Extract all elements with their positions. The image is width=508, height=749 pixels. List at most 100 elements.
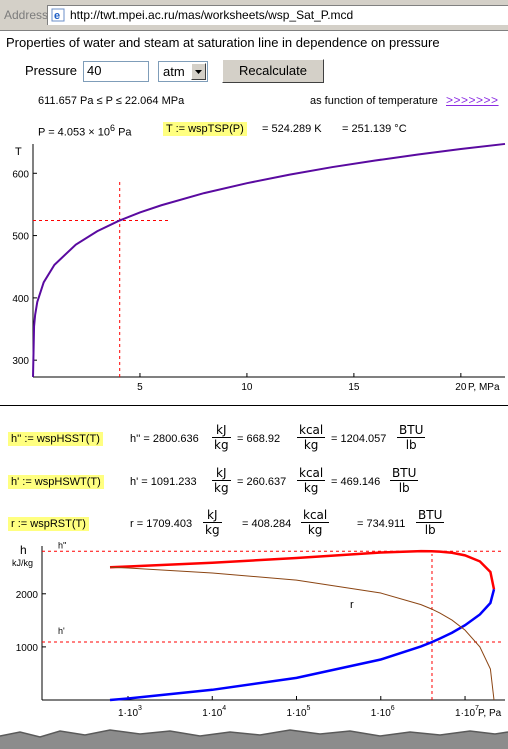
ts-chart: 300 400 500 600 5 10 15 20 T P, MPa (12, 142, 506, 393)
hss-row: h'' := wspHSST(T) h'' = 2800.636 kJ kg = … (0, 421, 508, 457)
y-axis-label: h (20, 543, 27, 557)
rst-btu: = 734.911 (357, 518, 406, 530)
unit-numerator: kcal (301, 508, 330, 523)
hss-btu: = 1204.057 (331, 433, 387, 445)
hsw-series-line (109, 589, 496, 702)
hss-series-line (109, 549, 496, 590)
unit-denominator: kg (303, 438, 319, 452)
unit-select-value: atm (163, 64, 185, 79)
x-tick-label: 15 (348, 382, 360, 393)
pressure-unit: Pa (118, 126, 132, 139)
y-tick-label: 500 (12, 232, 29, 243)
hsw-kcal: = 260.637 (237, 476, 287, 488)
tsp-result-k: = 524.289 K (262, 123, 322, 135)
unit-denominator: kg (205, 523, 220, 537)
x-tick-exponent: 6 (391, 705, 395, 712)
y-tick-label: 400 (12, 294, 29, 305)
x-tick-label: 1·10 (118, 708, 138, 719)
y-axis-unit: kJ/kg (12, 558, 33, 568)
hss-unit-kj: kJ kg (212, 423, 231, 452)
x-tick-label: 1·10 (287, 708, 307, 719)
function-of-temperature-label: as function of temperature (310, 95, 438, 107)
unit-select[interactable]: atm (158, 61, 208, 82)
hsw-unit-btu: BTU lb (390, 466, 419, 495)
internet-explorer-icon: e (51, 8, 65, 22)
hsw-value: h' = 1091.233 (130, 476, 197, 488)
x-tick-label: 10 (241, 382, 253, 393)
section-divider (0, 405, 508, 406)
rst-unit-kcal: kcal kg (301, 508, 330, 537)
unit-numerator: kJ (212, 423, 231, 438)
unit-denominator: kg (307, 523, 323, 537)
y-tick-label: 600 (12, 169, 29, 180)
x-tick-exponent: 7 (475, 705, 479, 712)
y-tick-label: 1000 (16, 643, 39, 654)
address-url[interactable]: http://twt.mpei.ac.ru/mas/worksheets/wsp… (70, 8, 354, 22)
h2-annotation: h'' (58, 540, 67, 550)
pressure-range: 611.657 Pa ≤ P ≤ 22.064 MPa (38, 95, 185, 107)
x-axis-label: P, Pa (478, 708, 502, 719)
unit-numerator: BTU (397, 423, 426, 438)
unit-numerator: kJ (212, 466, 231, 481)
chevron-down-icon[interactable] (191, 63, 206, 80)
pressure-exponent: 6 (109, 123, 115, 133)
x-tick-label: 20 (455, 382, 467, 393)
unit-numerator: kJ (203, 508, 222, 523)
hss-formula: h'' := wspHSST(T) (8, 432, 103, 446)
r-annotation: r (350, 599, 354, 611)
function-of-temperature-link[interactable]: >>>>>>> (446, 93, 499, 107)
hsw-unit-kj: kJ kg (212, 466, 231, 495)
unit-numerator: BTU (416, 508, 445, 523)
unit-denominator: kg (303, 481, 319, 495)
x-tick-exponent: 5 (307, 705, 311, 712)
unit-denominator: lb (405, 438, 417, 452)
hss-unit-btu: BTU lb (397, 423, 426, 452)
pressure-value-text: P = 4.053 × 106 Pa (38, 123, 132, 139)
x-tick-label: 1·10 (202, 708, 222, 719)
unit-denominator: lb (424, 523, 436, 537)
recalculate-button[interactable]: Recalculate (222, 59, 324, 83)
unit-denominator: kg (214, 481, 229, 495)
hsw-formula: h' := wspHSWT(T) (8, 475, 104, 489)
hsw-unit-kcal: kcal kg (297, 466, 326, 495)
rst-unit-btu: BTU lb (416, 508, 445, 537)
h1-annotation: h' (58, 626, 65, 636)
hss-unit-kcal: kcal kg (297, 423, 326, 452)
rst-formula: r := wspRST(T) (8, 517, 89, 531)
rst-row: r := wspRST(T) r = 1709.403 kJ kg = 408.2… (0, 506, 508, 542)
rst-series-line (109, 566, 495, 701)
x-axis-label: P, MPa (468, 382, 500, 393)
pressure-mantissa: P = 4.053 × 10 (38, 126, 110, 139)
svg-text:e: e (54, 10, 60, 22)
x-tick-exponent: 4 (222, 705, 226, 712)
dropdown-arrow-glyph (195, 70, 202, 74)
pressure-label: Pressure (25, 63, 78, 78)
y-tick-label: 300 (12, 356, 29, 367)
pressure-input[interactable]: 40 (83, 61, 149, 82)
x-tick-label: 1·10 (455, 708, 475, 719)
hsw-btu: = 469.146 (331, 476, 381, 488)
unit-numerator: kcal (297, 466, 326, 481)
hss-value: h'' = 2800.636 (130, 433, 199, 445)
unit-numerator: BTU (390, 466, 419, 481)
y-tick-label: 2000 (16, 590, 39, 601)
address-field[interactable]: e http://twt.mpei.ac.ru/mas/worksheets/w… (47, 5, 508, 25)
y-axis-label: T (15, 146, 22, 158)
x-tick-label: 1·10 (371, 708, 391, 719)
hss-kcal: = 668.92 (237, 433, 281, 445)
hsw-row: h' := wspHSWT(T) h' = 1091.233 kJ kg = 26… (0, 464, 508, 500)
address-label: Address (4, 8, 49, 22)
torn-edge-decoration (0, 729, 508, 749)
page-title: Properties of water and steam at saturat… (6, 35, 440, 50)
unit-denominator: lb (398, 481, 410, 495)
rst-value: r = 1709.403 (130, 518, 193, 530)
x-tick-label: 5 (137, 382, 143, 393)
unit-denominator: kg (214, 438, 229, 452)
tsp-result-c: = 251.139 °C (342, 123, 407, 135)
ts-series-line (32, 142, 506, 377)
address-bar: Address e http://twt.mpei.ac.ru/mas/work… (0, 0, 508, 31)
rst-unit-kj: kJ kg (203, 508, 222, 537)
rst-kcal: = 408.284 (242, 518, 292, 530)
x-tick-exponent: 3 (138, 705, 142, 712)
